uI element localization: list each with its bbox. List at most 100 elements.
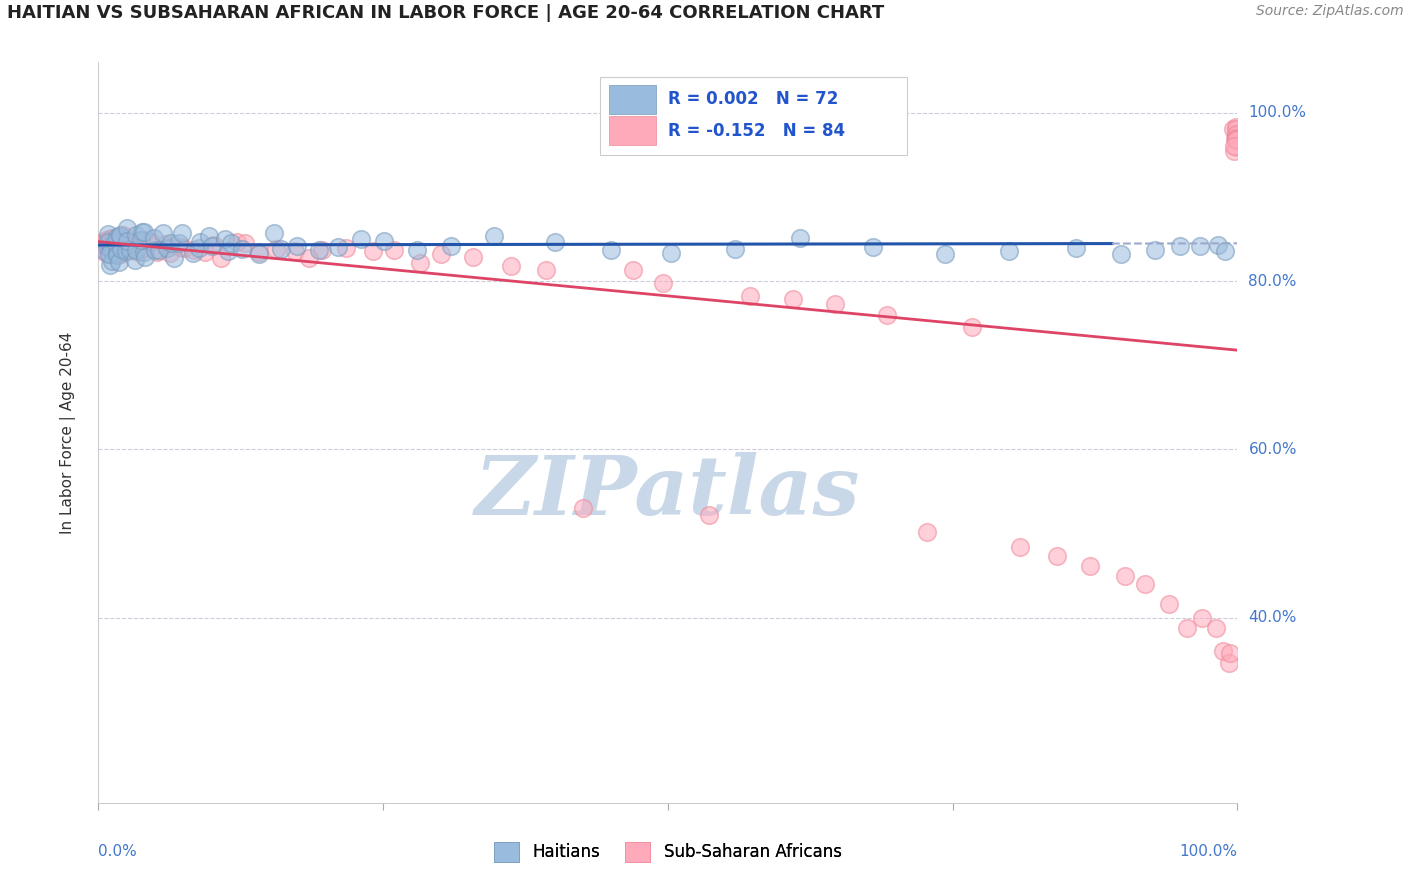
Point — [363, 244, 385, 259]
Point — [115, 244, 138, 258]
Point — [108, 227, 131, 242]
Point — [201, 238, 224, 252]
Point — [148, 244, 170, 258]
Point — [862, 240, 884, 254]
Point — [599, 243, 621, 257]
Point — [122, 241, 145, 255]
Point — [934, 246, 956, 260]
Point — [406, 243, 429, 257]
Point — [125, 227, 148, 242]
Point — [110, 244, 132, 258]
Point — [124, 253, 146, 268]
Point — [197, 228, 219, 243]
Point — [153, 237, 176, 252]
Point — [217, 244, 239, 259]
Point — [115, 221, 138, 235]
Text: Source: ZipAtlas.com: Source: ZipAtlas.com — [1256, 4, 1403, 19]
Point — [156, 241, 179, 255]
Point — [270, 242, 292, 256]
Point — [1191, 611, 1213, 625]
Point — [107, 234, 129, 248]
Point — [98, 246, 121, 260]
Point — [131, 225, 153, 239]
Point — [134, 225, 156, 239]
Point — [101, 253, 124, 268]
Point — [188, 235, 211, 250]
Point — [1212, 644, 1234, 658]
Point — [997, 244, 1019, 259]
Point — [1133, 577, 1156, 591]
Point — [1219, 647, 1241, 661]
Point — [1225, 121, 1247, 136]
Point — [915, 524, 938, 539]
Point — [1225, 130, 1247, 145]
Point — [962, 320, 984, 334]
Point — [824, 297, 846, 311]
Point — [738, 288, 761, 302]
Point — [789, 231, 811, 245]
Point — [167, 235, 190, 250]
Point — [100, 242, 122, 256]
Point — [145, 244, 167, 258]
Point — [285, 239, 308, 253]
Point — [326, 240, 349, 254]
Point — [134, 250, 156, 264]
Text: HAITIAN VS SUBSAHARAN AFRICAN IN LABOR FORCE | AGE 20-64 CORRELATION CHART: HAITIAN VS SUBSAHARAN AFRICAN IN LABOR F… — [7, 4, 884, 22]
Point — [298, 251, 321, 265]
Point — [110, 247, 132, 261]
Point — [264, 242, 287, 256]
Point — [105, 230, 128, 244]
Point — [104, 242, 127, 256]
Point — [143, 231, 166, 245]
Point — [100, 231, 122, 245]
Point — [173, 241, 195, 255]
Point — [110, 234, 132, 248]
Point — [373, 234, 395, 248]
Point — [129, 234, 152, 248]
Point — [440, 239, 463, 253]
Point — [183, 243, 205, 257]
Point — [94, 244, 117, 259]
Point — [112, 244, 135, 259]
Point — [1168, 238, 1191, 252]
Point — [409, 255, 432, 269]
Point — [231, 242, 253, 256]
Point — [132, 244, 155, 259]
Point — [97, 240, 120, 254]
Point — [1223, 132, 1246, 146]
Point — [1010, 540, 1032, 554]
Point — [152, 227, 174, 241]
Point — [1225, 133, 1247, 147]
Text: 60.0%: 60.0% — [1249, 442, 1296, 457]
Point — [621, 262, 644, 277]
Point — [98, 258, 121, 272]
Point — [1225, 132, 1247, 146]
Point — [115, 244, 138, 259]
Point — [225, 235, 247, 249]
Point — [499, 260, 522, 274]
Point — [382, 243, 405, 257]
Point — [169, 240, 191, 254]
Point — [97, 233, 120, 247]
Text: 40.0%: 40.0% — [1249, 610, 1296, 625]
Point — [247, 244, 270, 259]
Text: R = 0.002   N = 72: R = 0.002 N = 72 — [668, 90, 838, 108]
Point — [181, 246, 204, 260]
Point — [135, 233, 157, 247]
Point — [1144, 244, 1167, 258]
Point — [105, 246, 128, 260]
Point — [536, 263, 558, 277]
Point — [724, 242, 747, 256]
FancyBboxPatch shape — [609, 85, 657, 113]
Point — [105, 248, 128, 262]
Point — [1157, 597, 1180, 611]
Text: 80.0%: 80.0% — [1249, 274, 1296, 289]
Point — [115, 234, 138, 248]
Point — [111, 227, 134, 242]
Point — [1064, 241, 1087, 255]
Legend: Haitians, Sub-Saharan Africans: Haitians, Sub-Saharan Africans — [488, 835, 848, 869]
Point — [202, 237, 225, 252]
Point — [110, 242, 132, 256]
Point — [1222, 121, 1244, 136]
Point — [876, 308, 898, 322]
